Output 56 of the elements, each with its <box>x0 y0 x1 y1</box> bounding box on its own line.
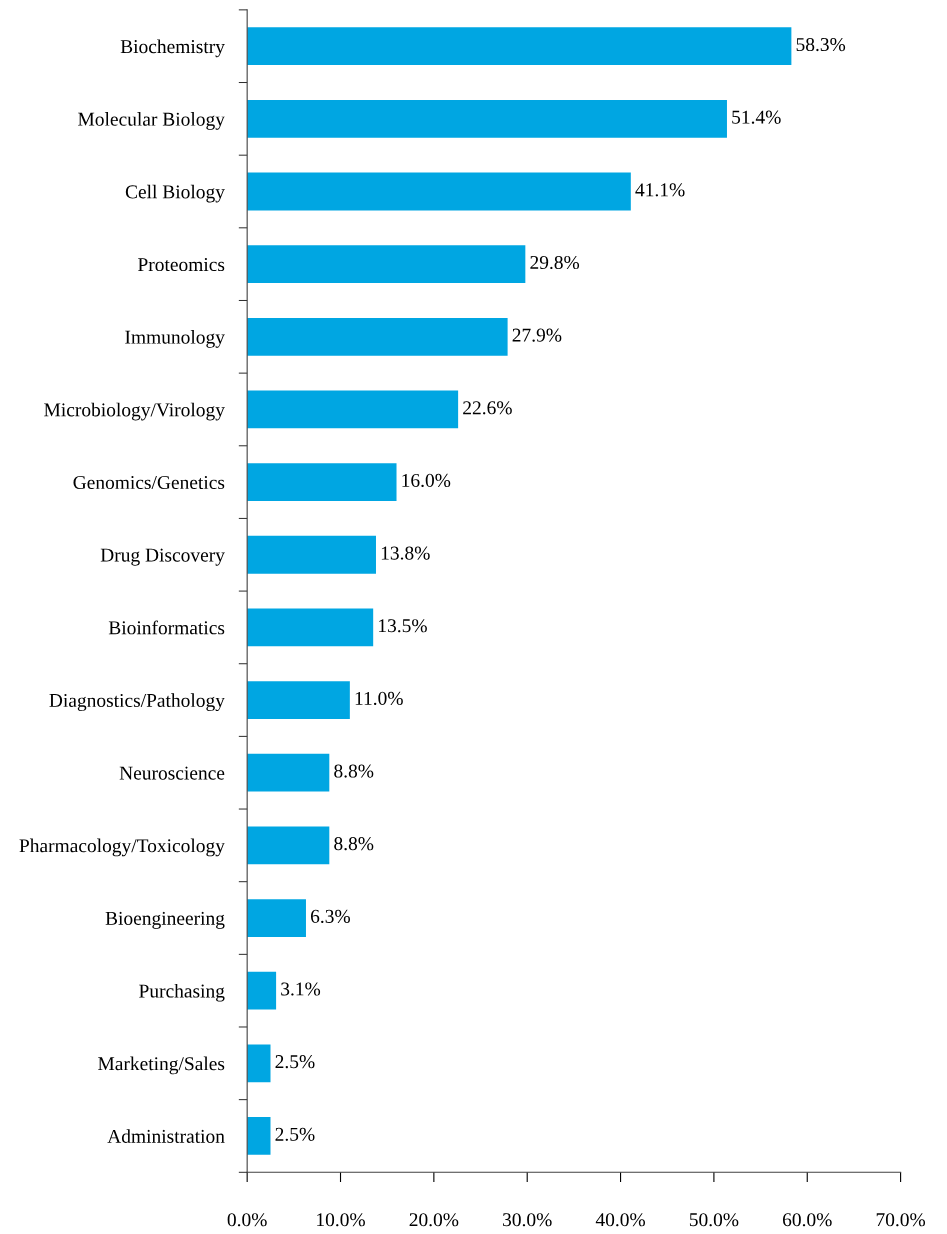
data-label: 27.9% <box>512 328 562 342</box>
y-tick-label: Cell Biology <box>125 184 225 203</box>
y-tick-label: Drug Discovery <box>100 548 225 566</box>
data-label: 6.3% <box>310 909 350 923</box>
bar <box>247 99 727 138</box>
bar <box>247 899 306 937</box>
bar <box>247 27 792 66</box>
data-label: 41.1% <box>635 183 685 197</box>
y-tick-label: Administration <box>107 1129 225 1143</box>
bar <box>247 535 376 574</box>
y-tick-label: Biochemistry <box>120 39 225 58</box>
x-tick-label: 10.0% <box>317 1213 365 1227</box>
y-tick-label: Proteomics <box>138 258 225 272</box>
x-tick-label: 40.0% <box>595 1213 646 1227</box>
bar <box>247 681 350 719</box>
y-tick-label: Microbiology/Virology <box>44 402 225 421</box>
x-tick-label: 70.0% <box>876 1213 926 1227</box>
x-tick-label: 50.0% <box>689 1213 739 1227</box>
data-label: 58.3% <box>796 37 846 52</box>
bar <box>247 463 397 501</box>
y-tick-label: Marketing/Sales <box>98 1056 225 1075</box>
data-label: 8.8% <box>334 837 374 851</box>
data-label: 51.4% <box>732 110 781 124</box>
y-tick-label: Bioinformatics <box>108 620 225 635</box>
y-tick-label: Neuroscience <box>119 766 225 780</box>
y-tick-label: Purchasing <box>139 983 225 1002</box>
y-tick-label: Diagnostics/Pathology <box>49 693 225 712</box>
y-tick-label: Bioengineering <box>105 911 225 929</box>
data-label: 11.0% <box>355 691 403 706</box>
x-tick-label: 0.0% <box>227 1213 267 1227</box>
data-label: 2.5% <box>275 1127 315 1141</box>
data-label: 16.0% <box>402 473 451 488</box>
bar <box>247 753 330 792</box>
bar <box>247 1117 271 1155</box>
data-label: 8.8% <box>334 764 374 778</box>
bar <box>247 317 508 356</box>
y-tick-label: Immunology <box>125 330 225 348</box>
bar <box>247 390 459 429</box>
data-label: 22.6% <box>463 401 512 415</box>
y-tick-label: Genomics/Genetics <box>73 475 225 490</box>
x-tick-label: 30.0% <box>503 1213 552 1227</box>
y-tick-label: Molecular Biology <box>78 112 225 130</box>
bar <box>247 826 330 865</box>
y-tick-label: Pharmacology/Toxicology <box>19 838 225 857</box>
data-label: 3.1% <box>281 982 321 996</box>
bar <box>247 245 526 284</box>
bar <box>247 608 374 647</box>
data-label: 2.5% <box>275 1055 315 1069</box>
bar <box>247 172 631 211</box>
bar <box>247 1044 271 1083</box>
data-label: 13.8% <box>381 546 430 560</box>
x-tick-label: 20.0% <box>409 1213 459 1227</box>
bar <box>247 971 277 1010</box>
data-label: 13.5% <box>379 619 427 633</box>
data-label: 29.8% <box>530 255 580 270</box>
x-tick-label: 60.0% <box>782 1213 832 1227</box>
